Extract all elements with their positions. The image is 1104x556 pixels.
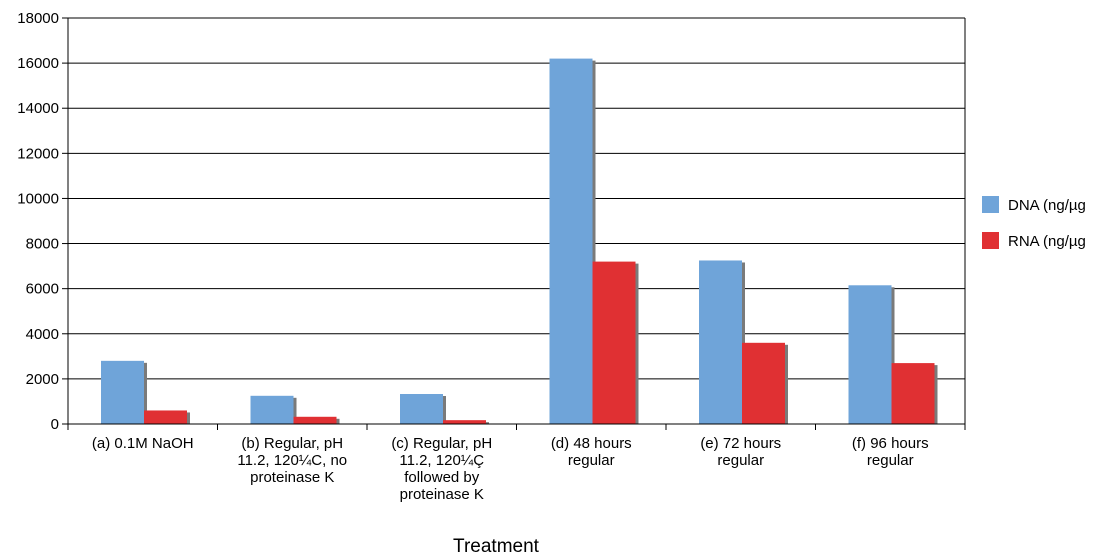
category-label-line: regular <box>717 452 764 469</box>
gridlines <box>68 17 965 380</box>
bar <box>101 360 144 424</box>
bar <box>891 363 935 424</box>
bars <box>101 58 938 424</box>
category-label-line: (c) Regular, pH <box>391 435 492 452</box>
y-tick-label: 2000 <box>26 371 59 388</box>
category-label: (f) 96 hours regular <box>852 435 929 469</box>
legend-swatch <box>982 232 999 249</box>
x-axis-title: Treatment <box>453 536 540 556</box>
bar <box>144 410 187 424</box>
category-label: (b) Regular, pH 11.2, 120¼C, no proteinase… <box>237 435 347 486</box>
bar <box>699 260 742 424</box>
y-tick-label: 4000 <box>26 326 59 343</box>
category-label: (e) 72 hours regular <box>700 435 781 469</box>
bar <box>443 420 486 424</box>
category-label: (c) Regular, pH 11.2, 120¼Ç followed by pro… <box>391 435 492 503</box>
category-label-line: (b) Regular, pH <box>241 435 343 452</box>
category-label-line: proteinase K <box>250 469 334 486</box>
category-label-line: (d) 48 hours <box>551 435 632 452</box>
y-tick-label: 10000 <box>17 190 59 207</box>
bar <box>293 416 337 424</box>
category-label-line: (f) 96 hours <box>852 435 929 452</box>
category-label: (d) 48 hours regular <box>551 435 632 469</box>
bar <box>250 395 294 424</box>
category-label-line: (e) 72 hours <box>700 435 781 452</box>
axes <box>62 17 966 430</box>
y-tick-label: 8000 <box>26 236 59 253</box>
bar <box>400 394 443 424</box>
y-tick-label: 16000 <box>17 55 59 72</box>
category-labels: (a) 0.1M NaOH (b) Regular, pH 11.2, 120¼C,… <box>92 435 929 503</box>
legend-label: DNA (ng/µg <box>1008 197 1086 214</box>
bar <box>848 285 892 424</box>
legend-swatch <box>982 196 999 213</box>
y-tick-label: 12000 <box>17 145 59 162</box>
legend-label: RNA (ng/µg <box>1008 233 1086 250</box>
category-label-line: 11.2, 120¼Ç <box>399 452 484 469</box>
y-tick-labels: 0 2000 4000 6000 8000 10000 12000 14000 16000 180… <box>17 10 59 433</box>
category-label: (a) 0.1M NaOH <box>92 435 194 452</box>
y-tick-label: 18000 <box>17 10 59 27</box>
bar <box>742 342 785 424</box>
bar <box>549 58 593 424</box>
category-label-line: proteinase K <box>400 486 484 503</box>
category-label-line: 11.2, 120¼C, no <box>237 452 347 469</box>
y-tick-label: 14000 <box>17 100 59 117</box>
bar <box>592 261 636 424</box>
y-tick-label: 6000 <box>26 281 59 298</box>
y-tick-label: 0 <box>51 416 59 433</box>
legend: DNA (ng/µg RNA (ng/µg <box>982 196 1086 250</box>
category-label-line: regular <box>867 452 914 469</box>
category-label-line: (a) 0.1M NaOH <box>92 435 194 452</box>
category-label-line: followed by <box>404 469 480 486</box>
category-label-line: regular <box>568 452 615 469</box>
